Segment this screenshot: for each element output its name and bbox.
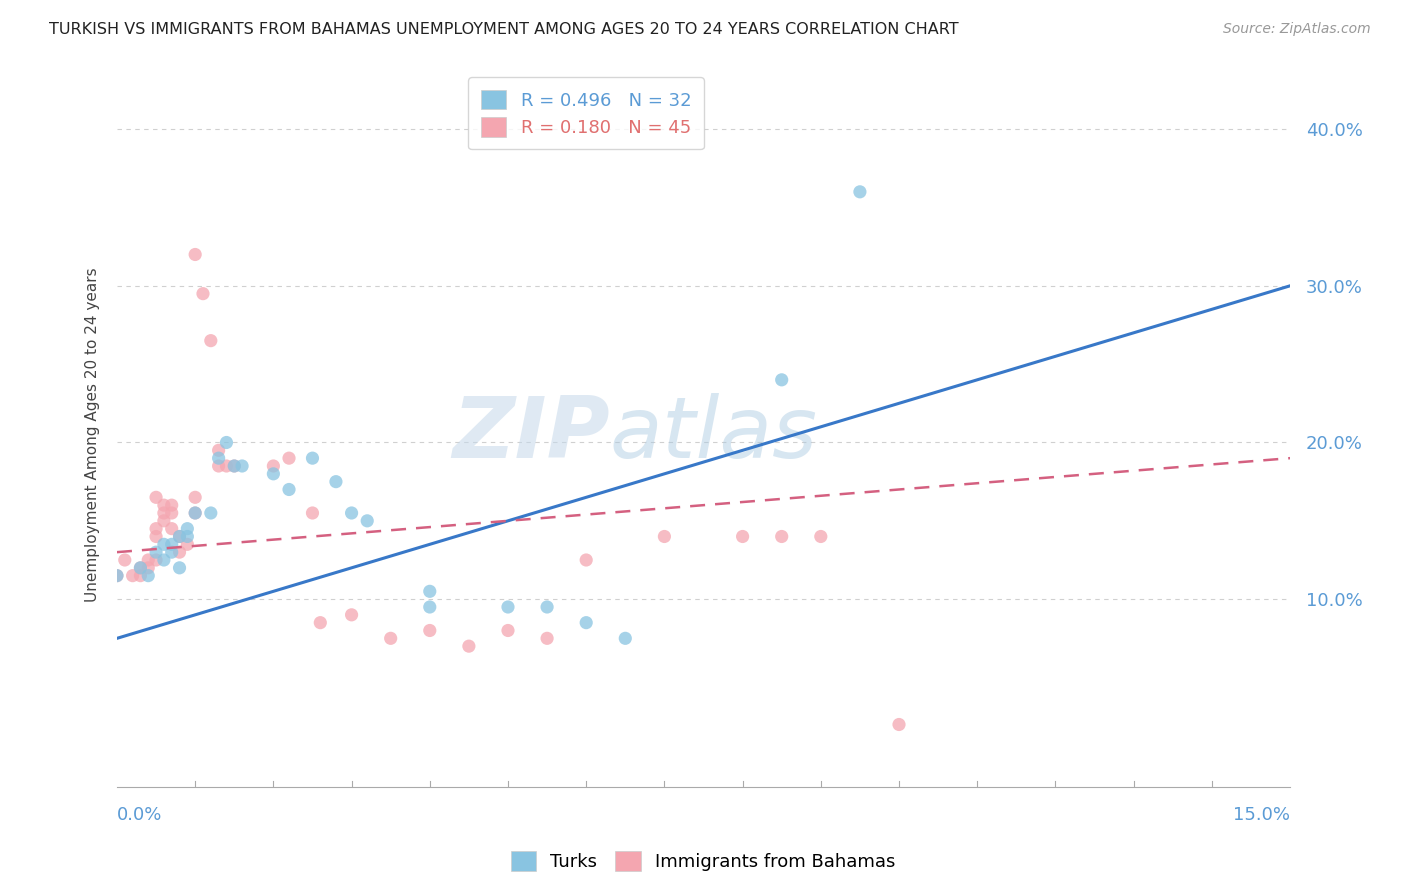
Text: 0.0%: 0.0% — [117, 806, 162, 824]
Point — [169, 529, 191, 543]
Point — [356, 514, 378, 528]
Point — [145, 491, 167, 505]
Point — [176, 522, 198, 536]
Point — [105, 568, 128, 582]
Point — [105, 568, 128, 582]
Point — [169, 529, 191, 543]
Point — [496, 624, 519, 638]
Point — [770, 373, 793, 387]
Point — [301, 506, 323, 520]
Y-axis label: Unemployment Among Ages 20 to 24 years: Unemployment Among Ages 20 to 24 years — [86, 268, 100, 602]
Point — [215, 435, 238, 450]
Point — [215, 458, 238, 473]
Point — [153, 506, 176, 520]
Text: atlas: atlas — [610, 393, 818, 476]
Point — [457, 639, 479, 653]
Point — [145, 522, 167, 536]
Point — [536, 632, 558, 646]
Point — [731, 529, 754, 543]
Point — [176, 529, 198, 543]
Point — [129, 561, 152, 575]
Point — [575, 553, 598, 567]
Point — [160, 545, 183, 559]
Point — [160, 506, 183, 520]
Point — [278, 483, 301, 497]
Point — [887, 717, 910, 731]
Point — [278, 451, 301, 466]
Point — [184, 491, 207, 505]
Point — [114, 553, 136, 567]
Point — [380, 632, 402, 646]
Point — [136, 568, 159, 582]
Point — [207, 443, 229, 458]
Point — [262, 458, 284, 473]
Point — [224, 458, 246, 473]
Point — [614, 632, 637, 646]
Point — [153, 537, 176, 551]
Point — [200, 334, 222, 348]
Point — [810, 529, 832, 543]
Point — [325, 475, 347, 489]
Point — [575, 615, 598, 630]
Point — [129, 568, 152, 582]
Point — [419, 584, 441, 599]
Point — [129, 561, 152, 575]
Point — [160, 522, 183, 536]
Point — [184, 247, 207, 261]
Point — [419, 599, 441, 614]
Point — [309, 615, 332, 630]
Point — [145, 529, 167, 543]
Point — [207, 458, 229, 473]
Legend: R = 0.496   N = 32, R = 0.180   N = 45: R = 0.496 N = 32, R = 0.180 N = 45 — [468, 77, 704, 149]
Point — [169, 545, 191, 559]
Point — [496, 599, 519, 614]
Point — [160, 498, 183, 512]
Point — [153, 553, 176, 567]
Legend: Turks, Immigrants from Bahamas: Turks, Immigrants from Bahamas — [503, 844, 903, 879]
Point — [153, 514, 176, 528]
Point — [191, 286, 214, 301]
Point — [224, 458, 246, 473]
Point — [849, 185, 872, 199]
Point — [207, 451, 229, 466]
Point — [536, 599, 558, 614]
Point — [121, 568, 143, 582]
Point — [231, 458, 253, 473]
Point — [262, 467, 284, 481]
Point — [301, 451, 323, 466]
Point — [184, 506, 207, 520]
Text: 15.0%: 15.0% — [1233, 806, 1291, 824]
Point — [770, 529, 793, 543]
Text: Source: ZipAtlas.com: Source: ZipAtlas.com — [1223, 22, 1371, 37]
Point — [340, 607, 363, 622]
Text: ZIP: ZIP — [453, 393, 610, 476]
Point — [176, 537, 198, 551]
Point — [654, 529, 676, 543]
Point — [136, 561, 159, 575]
Point — [340, 506, 363, 520]
Point — [169, 561, 191, 575]
Point — [184, 506, 207, 520]
Point — [160, 537, 183, 551]
Point — [136, 553, 159, 567]
Text: TURKISH VS IMMIGRANTS FROM BAHAMAS UNEMPLOYMENT AMONG AGES 20 TO 24 YEARS CORREL: TURKISH VS IMMIGRANTS FROM BAHAMAS UNEMP… — [49, 22, 959, 37]
Point — [145, 545, 167, 559]
Point — [145, 553, 167, 567]
Point — [419, 624, 441, 638]
Point — [153, 498, 176, 512]
Point — [200, 506, 222, 520]
